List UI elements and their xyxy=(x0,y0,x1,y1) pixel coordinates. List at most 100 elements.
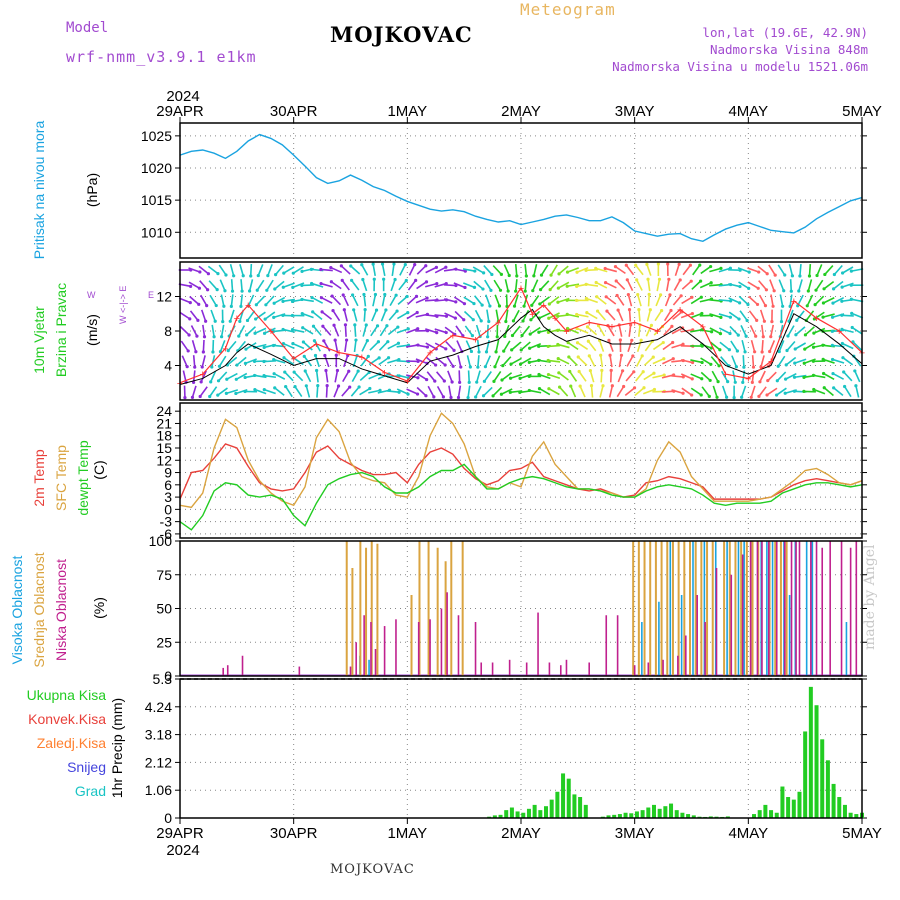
wind-arrow-head xyxy=(802,361,806,365)
wind-arrow-head xyxy=(821,301,826,305)
wind-arrow-head xyxy=(444,330,448,335)
wind-arrow-head xyxy=(749,395,753,399)
wind-arrow-head xyxy=(690,393,694,397)
wind-arrow-head xyxy=(490,272,494,277)
wind-arrow xyxy=(424,314,438,318)
wind-arrow xyxy=(538,312,551,319)
wind-arrow-head xyxy=(190,395,195,399)
wind-arrow xyxy=(579,385,586,398)
wind-arrow xyxy=(477,355,480,368)
wind-arrow xyxy=(331,295,342,306)
wind-arrow-head xyxy=(291,271,295,275)
wind-arrow xyxy=(730,340,739,352)
wind-arrow-head xyxy=(585,311,589,315)
wind-arrow xyxy=(265,295,275,306)
wind-arrow-head xyxy=(840,285,844,289)
wind-arrow-head xyxy=(508,390,512,394)
wind-arrow xyxy=(842,342,854,350)
wind-arrow-head xyxy=(512,304,517,308)
wind-arrow xyxy=(642,388,655,395)
time-label-bottom: 5MAY xyxy=(842,825,882,842)
wind-arrow xyxy=(540,264,549,276)
wind-arrow xyxy=(748,295,759,306)
y-tick-label: 3 xyxy=(164,489,172,505)
wind-arrow-head xyxy=(521,319,525,323)
wind-arrow-head xyxy=(196,318,200,322)
wind-arrow xyxy=(709,298,722,302)
wind-arrow xyxy=(833,387,844,396)
wind-arrow-head xyxy=(293,385,297,389)
wind-arrow-head xyxy=(728,315,733,319)
wind-arrow xyxy=(609,355,613,368)
wind-arrow-head xyxy=(486,335,490,339)
wind-arrow-head xyxy=(245,318,250,323)
wind-arrow-head xyxy=(378,388,382,392)
wind-arrow xyxy=(598,340,605,352)
wind-arrow-head xyxy=(230,289,235,293)
wind-arrow xyxy=(558,372,569,381)
wind-arrow-head xyxy=(599,353,603,357)
wind-arrow-head xyxy=(584,268,588,272)
wind-arrow-head xyxy=(216,272,220,276)
wind-arrow-head xyxy=(586,339,590,343)
gust-marker: + xyxy=(222,343,228,355)
wind-arrow xyxy=(511,325,521,336)
wind-arrow xyxy=(217,387,228,396)
wind-arrow xyxy=(777,264,786,276)
wind-arrow-head xyxy=(330,294,334,298)
wind-arrow-head xyxy=(481,394,486,398)
wind-arrow-head xyxy=(262,345,266,350)
wind-arrow-head xyxy=(755,318,759,322)
wind-arrow xyxy=(789,294,793,307)
wind-arrow-head xyxy=(742,365,746,369)
y-tick-label: 1020 xyxy=(141,160,172,176)
wind-arrow xyxy=(361,340,369,352)
wind-arrow-head xyxy=(558,385,562,389)
wind-arrow xyxy=(788,309,794,322)
time-label-top: 1MAY xyxy=(387,103,427,120)
wind-arrow xyxy=(742,355,745,368)
wind-arrow-head xyxy=(568,369,572,374)
wind-arrow-head xyxy=(334,353,338,357)
wind-arrow-head xyxy=(500,378,504,382)
y-tick-label: 3.18 xyxy=(145,727,172,743)
wind-arrow xyxy=(520,341,531,351)
wind-arrow xyxy=(483,371,492,382)
wind-arrow-head xyxy=(608,353,612,357)
gust-marker: + xyxy=(541,300,547,312)
wind-arrow-head xyxy=(449,395,453,400)
wind-arrow xyxy=(709,327,721,335)
wind-arrow-head xyxy=(669,308,673,313)
wind-arrow-head xyxy=(264,303,268,307)
wind-arrow-head xyxy=(811,373,816,377)
gust-marker: + xyxy=(381,367,387,379)
wind-arrow-head xyxy=(649,323,654,327)
wind-arrow-head xyxy=(738,301,742,305)
wind-arrow-head xyxy=(779,320,784,324)
wind-arrow xyxy=(454,310,465,321)
wind-arrow xyxy=(768,264,776,276)
wind-arrow-head xyxy=(812,387,816,392)
wind-arrow xyxy=(466,355,472,368)
wind-arrow xyxy=(785,356,797,366)
wind-arrow-head xyxy=(396,341,401,345)
wind-arrow-head xyxy=(414,294,419,298)
wind-arrow-head xyxy=(520,333,524,338)
precip-bar xyxy=(769,810,774,818)
cloud-axis-label: Visoka Oblacnost xyxy=(9,556,25,665)
wind-arrow-head xyxy=(575,341,580,345)
wind-arrow-head xyxy=(197,302,201,306)
wind-arrow-head xyxy=(802,375,806,379)
wind-arrow-head xyxy=(331,308,335,313)
wind-arrow xyxy=(344,339,348,353)
wind-arrow-head xyxy=(584,296,588,301)
wind-arrow-head xyxy=(565,270,570,274)
time-label-bottom: 30APR xyxy=(270,825,318,842)
wind-arrow-head xyxy=(634,263,638,267)
wind-arrow xyxy=(324,355,330,368)
wind-arrow xyxy=(434,266,447,274)
wind-arrow xyxy=(351,370,359,383)
wind-arrow-head xyxy=(271,343,276,348)
wind-arrow-head xyxy=(688,263,692,267)
wind-arrow-head xyxy=(214,303,218,308)
